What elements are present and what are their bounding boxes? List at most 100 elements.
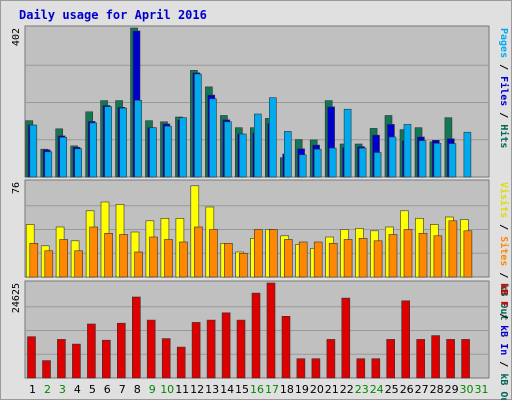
bar-sites — [463, 230, 473, 278]
chart-marks — [25, 27, 473, 379]
bar-pages — [283, 131, 292, 178]
bar-sites — [164, 239, 173, 278]
bar-pages — [328, 147, 337, 178]
axis-legend: Visits / Sites / kB Out — [498, 182, 510, 320]
bar-sites — [358, 238, 368, 278]
x-tick-label: 18 — [280, 383, 294, 396]
bar-pages — [403, 124, 412, 178]
bar-pages — [433, 143, 442, 178]
bar-sites — [149, 236, 158, 278]
x-tick-label: 11 — [175, 383, 189, 396]
x-axis-ticks: 1 2 3 4 5 6 7 8 9 10 11 12 13 14 15 16 17 18 19 20 21 22 23 24 2… — [29, 383, 489, 396]
bar-pages — [224, 121, 232, 178]
bar-sites — [44, 250, 54, 278]
bar-sites — [179, 241, 188, 278]
bar-pages — [373, 152, 382, 178]
y-max-label: 76 — [11, 182, 22, 194]
chart-title: Daily usage for April 2016 — [19, 8, 207, 22]
x-tick-label: 31 — [475, 383, 489, 396]
bar-sites — [388, 234, 398, 278]
x-tick-label: 16 — [250, 383, 264, 396]
bar-kb-f — [266, 282, 276, 379]
axis-legend-item: kB In — [498, 325, 509, 355]
axis-legend-item: / — [498, 307, 509, 325]
x-tick-label: 28 — [430, 383, 444, 396]
x-tick-label: 4 — [74, 383, 81, 396]
bar-sites — [134, 251, 143, 278]
bar-kb-f — [326, 339, 336, 379]
bar-pages — [448, 143, 457, 178]
axis-legend-item: kB Out — [498, 284, 509, 320]
bar-pages — [164, 125, 172, 178]
bar-pages — [134, 100, 142, 178]
x-tick-label: 24 — [370, 383, 384, 396]
axis-legend-item: Pages — [498, 28, 509, 58]
bar-pages — [104, 106, 112, 178]
x-tick-label: 29 — [445, 383, 459, 396]
bar-kb-f — [386, 339, 396, 379]
bar-sites — [254, 229, 263, 278]
x-tick-label: 13 — [205, 383, 219, 396]
x-tick-label: 5 — [89, 383, 96, 396]
bar-kb-f — [146, 319, 156, 379]
bar-pages — [388, 136, 397, 178]
bar-sites — [418, 233, 428, 278]
bar-pages — [149, 127, 157, 178]
bar-kb-f — [132, 296, 141, 379]
bar-sites — [239, 253, 248, 278]
bar-kb-f — [102, 339, 111, 379]
x-tick-label: 15 — [235, 383, 249, 396]
x-tick-label: 21 — [325, 383, 339, 396]
x-tick-label: 22 — [340, 383, 354, 396]
x-tick-label: 17 — [265, 383, 279, 396]
bar-sites — [268, 229, 278, 278]
bar-pages — [59, 137, 68, 178]
bar-sites — [403, 229, 413, 278]
y-max-label: 24625 — [11, 283, 22, 313]
bar-kb-f — [42, 360, 51, 379]
bar-sites — [104, 233, 113, 278]
bar-pages — [209, 98, 217, 178]
bar-sites — [209, 229, 218, 278]
axis-legend-item: Files — [498, 76, 510, 106]
x-tick-label: 3 — [59, 383, 66, 396]
bar-sites — [283, 239, 293, 278]
axis-legend: kB F / kB In / kB Out — [498, 283, 509, 400]
x-tick-label: 9 — [149, 383, 156, 396]
axis-legend-item: kB F — [498, 283, 509, 307]
bar-pages — [29, 124, 38, 178]
bar-kb-f — [251, 292, 261, 379]
bar-sites — [343, 239, 353, 278]
bar-pages — [119, 107, 127, 178]
x-tick-label: 23 — [355, 383, 369, 396]
bar-sites — [29, 243, 39, 278]
axis-legend-item: / — [498, 355, 509, 373]
bar-kb-f — [236, 319, 246, 379]
x-tick-label: 12 — [190, 383, 204, 396]
bar-kb-f — [87, 323, 96, 379]
bar-kb-f — [341, 297, 351, 379]
bar-pages — [313, 148, 322, 178]
bar-pages — [179, 117, 187, 178]
axis-legend-item: / — [498, 266, 509, 284]
bar-pages — [44, 151, 53, 178]
bar-sites — [74, 250, 83, 278]
bar-kb-f — [296, 358, 306, 379]
bar-sites — [119, 234, 128, 278]
x-tick-label: 14 — [220, 383, 234, 396]
axis-legend-item: / — [498, 106, 509, 124]
axis-legend-item: / — [498, 58, 509, 76]
x-tick-label: 6 — [104, 383, 111, 396]
bar-kb-f — [72, 343, 81, 379]
bar-kb-f — [281, 315, 291, 379]
y-max-label: 402 — [11, 28, 22, 46]
bar-sites — [313, 241, 323, 278]
x-tick-label: 20 — [310, 383, 324, 396]
x-tick-label: 8 — [134, 383, 141, 396]
x-tick-label: 30 — [460, 383, 474, 396]
bar-pages — [463, 131, 472, 178]
bar-kb-f — [401, 300, 411, 379]
bar-kb-f — [206, 319, 216, 379]
axis-legend-item: kB Out — [498, 373, 509, 400]
